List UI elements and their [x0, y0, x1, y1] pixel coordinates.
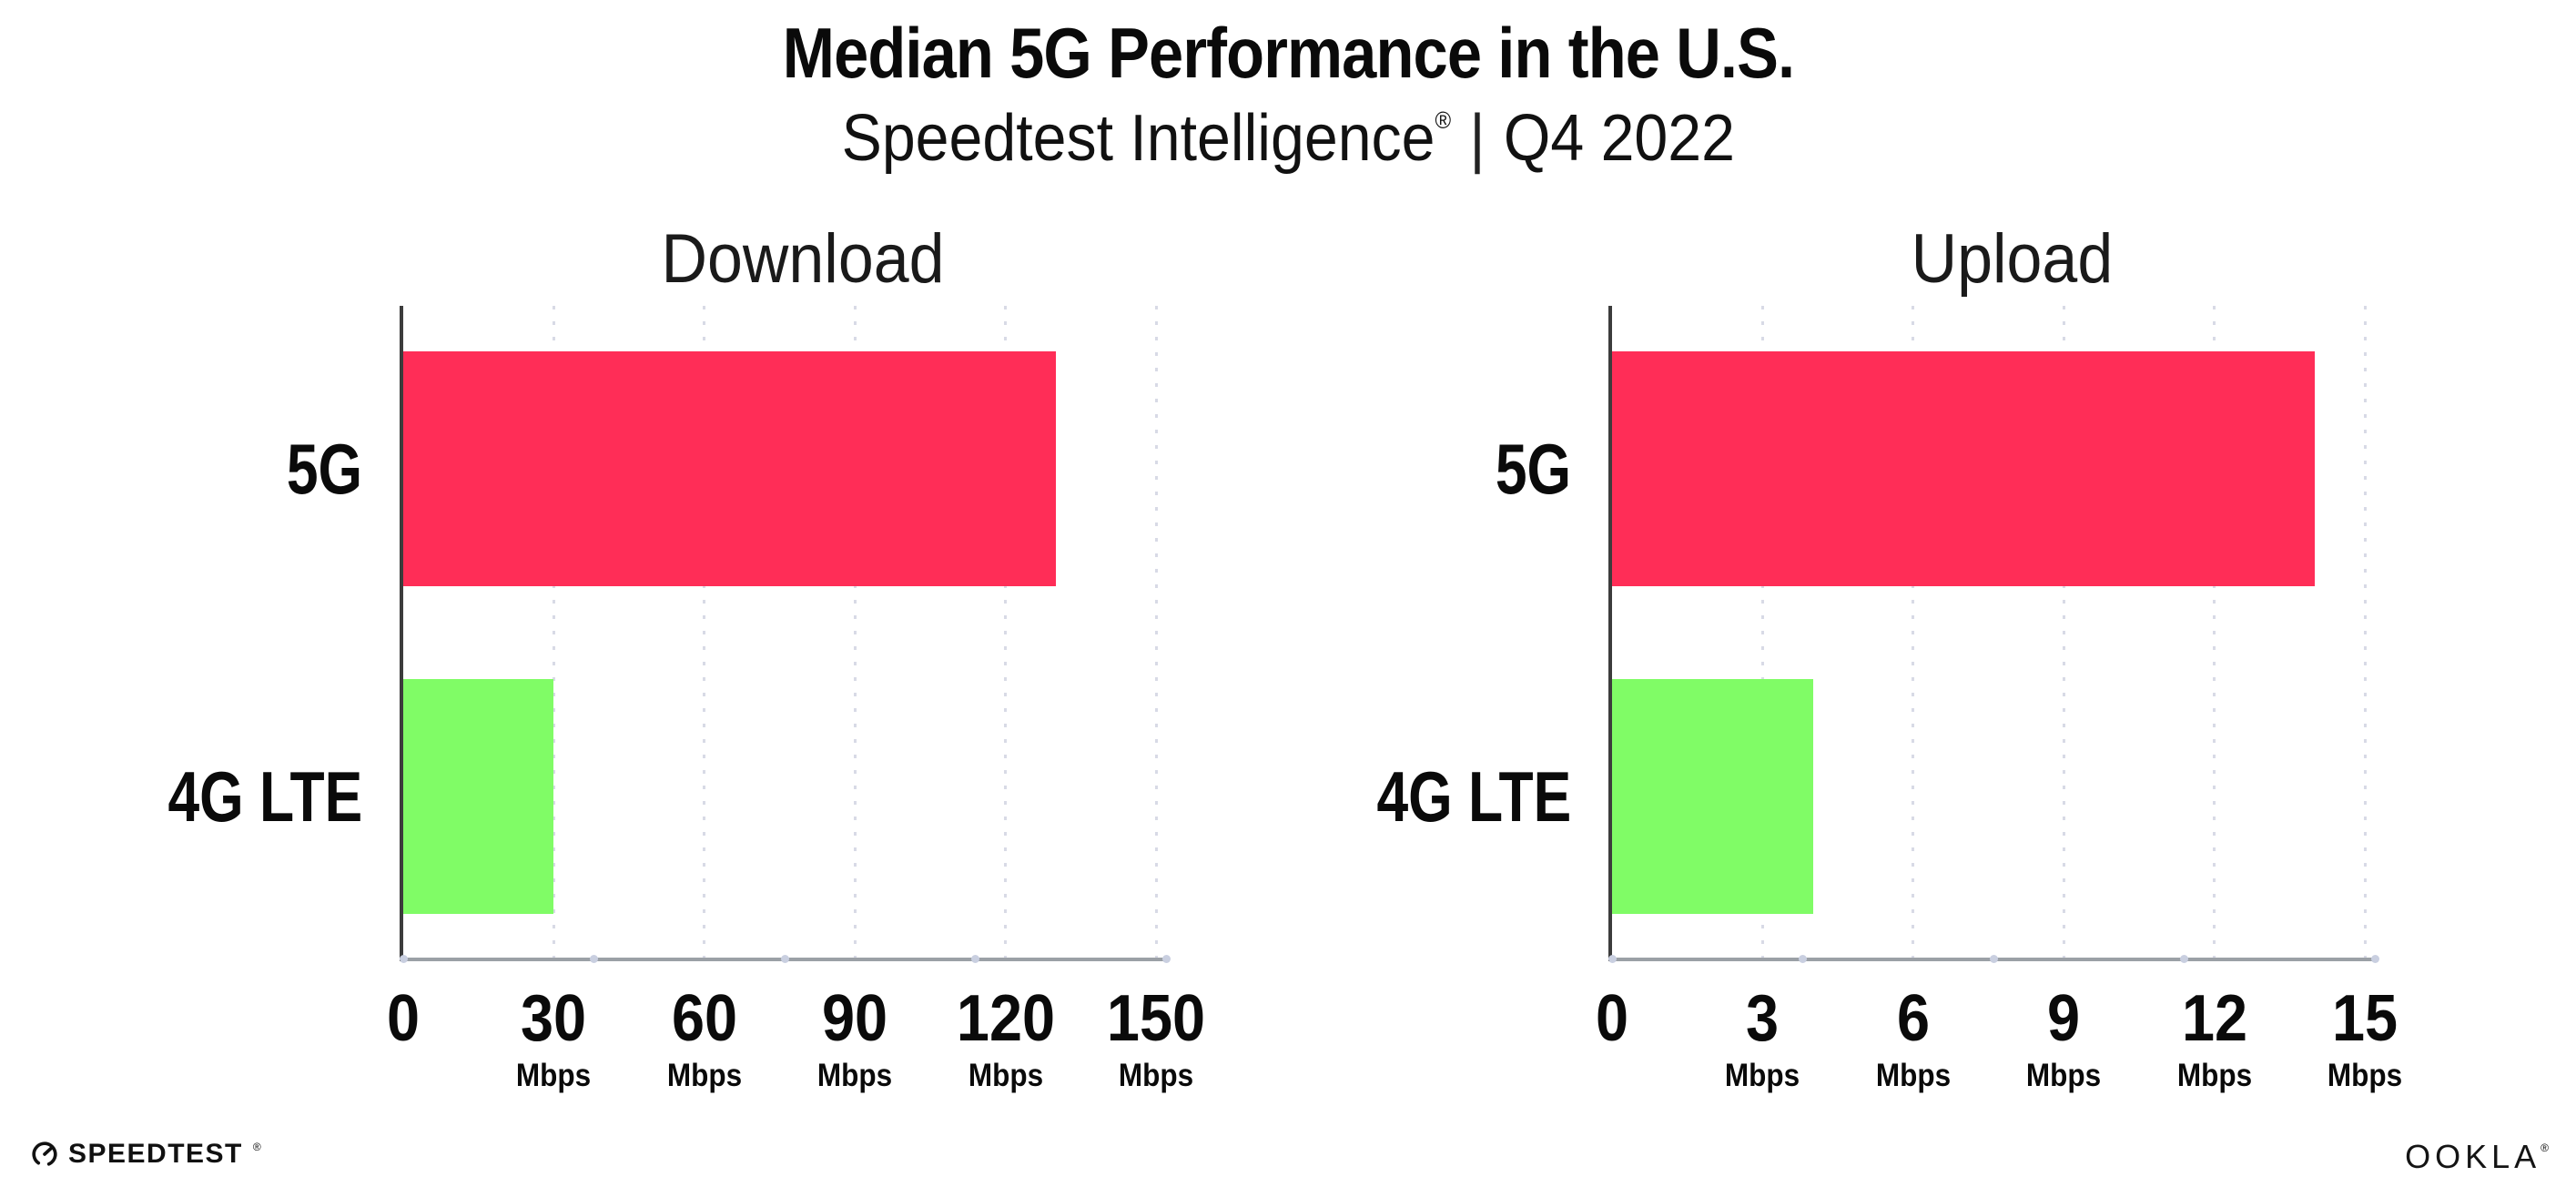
gridline: [1760, 306, 1764, 958]
gridline: [2062, 306, 2065, 958]
tick-unit: Mbps: [1875, 1058, 1951, 1093]
subtitle-separator: |: [1469, 102, 1486, 175]
tick-value: 6: [1896, 982, 1930, 1055]
x-tick-15-upload: 15 Mbps: [2283, 985, 2447, 1094]
tick-unit: Mbps: [516, 1058, 592, 1093]
gridline: [1004, 306, 1008, 958]
x-tick-30-download: 30 Mbps: [472, 985, 635, 1094]
x-tick-90-download: 90 Mbps: [773, 985, 937, 1094]
tick-value: 0: [386, 982, 421, 1055]
axis-tick-dot: [2180, 955, 2188, 963]
x-tick-0-upload: 0: [1530, 985, 1694, 1052]
row-label-text: 5G: [1495, 428, 1571, 509]
chart-title-upload: Upload: [1630, 217, 2393, 300]
tick-unit: Mbps: [1118, 1058, 1194, 1093]
tick-unit: Mbps: [1725, 1058, 1800, 1093]
x-tick-9-upload: 9 Mbps: [1982, 985, 2145, 1094]
tick-value: 150: [1106, 982, 1206, 1055]
ookla-logo: OOKLA ®: [2405, 1138, 2549, 1176]
row-label-text: 4G LTE: [1376, 756, 1571, 837]
gridline: [1154, 306, 1158, 958]
axis-tick-dot: [1799, 955, 1807, 963]
tick-unit: Mbps: [817, 1058, 893, 1093]
subtitle-period: Q4 2022: [1503, 102, 1735, 175]
y-axis-line: [400, 306, 403, 961]
bar-5g: [1612, 351, 2315, 586]
tick-unit: Mbps: [968, 1058, 1043, 1093]
y-axis-line: [1608, 306, 1612, 961]
tick-value: 60: [671, 982, 737, 1055]
chart-title-text: Upload: [1911, 219, 2113, 298]
page-subtitle: Speedtest Intelligence ® | Q4 2022: [0, 93, 2576, 184]
row-label-4g-lte: 4G LTE: [0, 742, 362, 851]
registered-mark: ®: [2541, 1141, 2549, 1154]
page-subtitle-text: Speedtest Intelligence ® | Q4 2022: [841, 101, 1734, 176]
row-label-5g: 5G: [1134, 414, 1571, 523]
axis-tick-dot: [780, 955, 789, 963]
axis-tick-dot: [971, 955, 979, 963]
bar-5g: [403, 351, 1056, 586]
tick-unit: Mbps: [2327, 1058, 2403, 1093]
ookla-wordmark: OOKLA: [2405, 1138, 2541, 1175]
gridline: [552, 306, 555, 958]
row-label-4g-lte: 4G LTE: [1134, 742, 1571, 851]
registered-mark: ®: [1435, 107, 1451, 134]
subtitle-brand: Speedtest Intelligence: [841, 102, 1435, 175]
x-tick-3-upload: 3 Mbps: [1680, 985, 1844, 1094]
chart-title-text: Download: [661, 219, 945, 298]
axis-tick-dot: [2370, 955, 2379, 963]
tick-value: 3: [1746, 982, 1780, 1055]
bar-4g-lte: [403, 679, 553, 914]
registered-mark: ®: [252, 1141, 261, 1153]
x-tick-60-download: 60 Mbps: [623, 985, 786, 1094]
tick-value: 12: [2181, 982, 2247, 1055]
x-tick-150-download: 150 Mbps: [1074, 985, 1238, 1094]
speedtest-wordmark: SPEEDTEST: [68, 1139, 243, 1169]
tick-value: 120: [956, 982, 1055, 1055]
axis-tick-dot: [590, 955, 598, 963]
tick-value: 30: [521, 982, 587, 1055]
gridline: [703, 306, 706, 958]
tick-value: 15: [2331, 982, 2399, 1055]
axis-tick-dot: [1161, 955, 1171, 963]
x-tick-120-download: 120 Mbps: [924, 985, 1088, 1094]
speedtest-logo: SPEEDTEST ®: [31, 1132, 261, 1176]
gridline: [853, 306, 857, 958]
tick-value: 9: [2047, 982, 2081, 1055]
axis-tick-dot: [1989, 955, 1998, 963]
page-title-text: Median 5G Performance in the U.S.: [782, 12, 1794, 93]
tick-value: 90: [822, 982, 888, 1055]
row-label-5g: 5G: [0, 414, 362, 523]
gridline: [1912, 306, 1915, 958]
chart-title-download: Download: [421, 217, 1184, 300]
speedtest-gauge-icon: [31, 1141, 58, 1168]
axis-tick-dot: [399, 955, 408, 963]
row-label-text: 4G LTE: [167, 756, 362, 837]
tick-unit: Mbps: [666, 1058, 742, 1093]
tick-unit: Mbps: [2176, 1058, 2252, 1093]
page-title: Median 5G Performance in the U.S.: [0, 2, 2576, 104]
axis-tick-dot: [1607, 955, 1617, 963]
tick-unit: Mbps: [2026, 1058, 2102, 1093]
gridline: [2363, 306, 2367, 958]
bar-4g-lte: [1612, 679, 1813, 914]
tick-value: 0: [1595, 982, 1629, 1055]
x-tick-12-upload: 12 Mbps: [2133, 985, 2297, 1094]
gridline: [2213, 306, 2216, 958]
row-label-text: 5G: [286, 428, 362, 509]
x-tick-0-download: 0: [321, 985, 485, 1052]
x-tick-6-upload: 6 Mbps: [1831, 985, 1995, 1094]
